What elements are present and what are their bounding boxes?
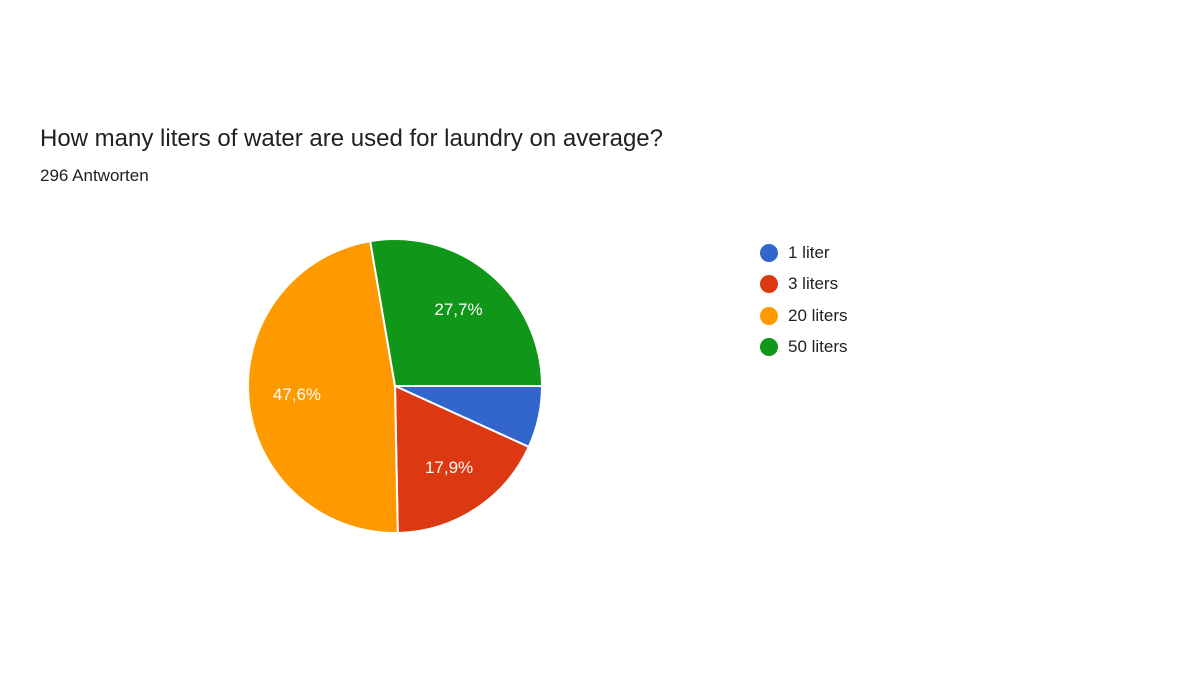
slice-label-20-liters: 47,6% [273, 385, 321, 404]
legend-label: 1 liter [788, 242, 830, 262]
pie-slice-50-liters [369, 238, 544, 387]
chart-legend: 1 liter 3 liters 20 liters 50 liters [760, 237, 848, 363]
slice-label-3-liters: 17,9% [425, 458, 473, 477]
legend-swatch [760, 275, 778, 294]
legend-label: 50 liters [788, 337, 848, 357]
legend-item: 20 liters [760, 300, 848, 332]
legend-item: 3 liters [760, 269, 848, 301]
slice-label-50-liters: 27,7% [434, 300, 482, 319]
pie-slice-20-liters [247, 239, 399, 534]
legend-item: 50 liters [760, 332, 848, 364]
response-count: 296 Antworten [40, 166, 149, 185]
legend-label: 20 liters [788, 305, 848, 325]
legend-swatch [760, 243, 778, 262]
legend-item: 1 liter [760, 237, 848, 269]
legend-swatch [760, 306, 778, 325]
legend-label: 3 liters [788, 274, 839, 294]
chart-title: How many liters of water are used for la… [40, 125, 663, 152]
pie-slice-3-liters [393, 384, 531, 534]
legend-swatch [760, 338, 778, 357]
